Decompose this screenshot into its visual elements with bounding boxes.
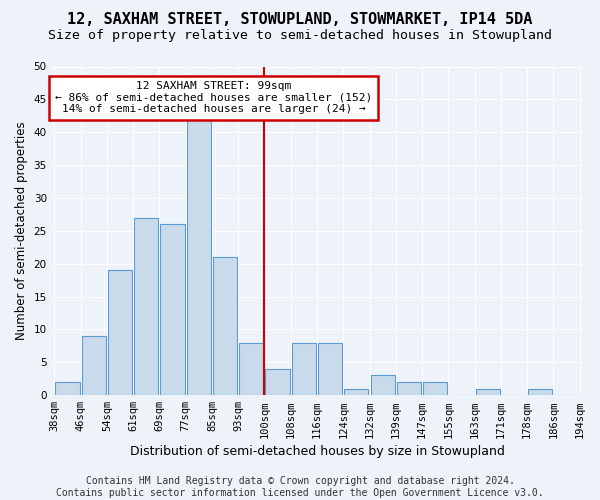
- X-axis label: Distribution of semi-detached houses by size in Stowupland: Distribution of semi-detached houses by …: [130, 444, 505, 458]
- Bar: [134, 218, 158, 395]
- Bar: [187, 119, 211, 395]
- Bar: [292, 342, 316, 395]
- Text: 12 SAXHAM STREET: 99sqm
← 86% of semi-detached houses are smaller (152)
14% of s: 12 SAXHAM STREET: 99sqm ← 86% of semi-de…: [55, 82, 372, 114]
- Bar: [423, 382, 447, 395]
- Bar: [82, 336, 106, 395]
- Bar: [318, 342, 342, 395]
- Bar: [371, 376, 395, 395]
- Text: Contains HM Land Registry data © Crown copyright and database right 2024.
Contai: Contains HM Land Registry data © Crown c…: [56, 476, 544, 498]
- Text: 12, SAXHAM STREET, STOWUPLAND, STOWMARKET, IP14 5DA: 12, SAXHAM STREET, STOWUPLAND, STOWMARKE…: [67, 12, 533, 28]
- Text: Size of property relative to semi-detached houses in Stowupland: Size of property relative to semi-detach…: [48, 29, 552, 42]
- Bar: [213, 257, 237, 395]
- Bar: [108, 270, 132, 395]
- Bar: [397, 382, 421, 395]
- Bar: [55, 382, 80, 395]
- Bar: [476, 388, 500, 395]
- Bar: [239, 342, 263, 395]
- Bar: [528, 388, 553, 395]
- Bar: [265, 369, 290, 395]
- Bar: [344, 388, 368, 395]
- Y-axis label: Number of semi-detached properties: Number of semi-detached properties: [15, 122, 28, 340]
- Bar: [160, 224, 185, 395]
